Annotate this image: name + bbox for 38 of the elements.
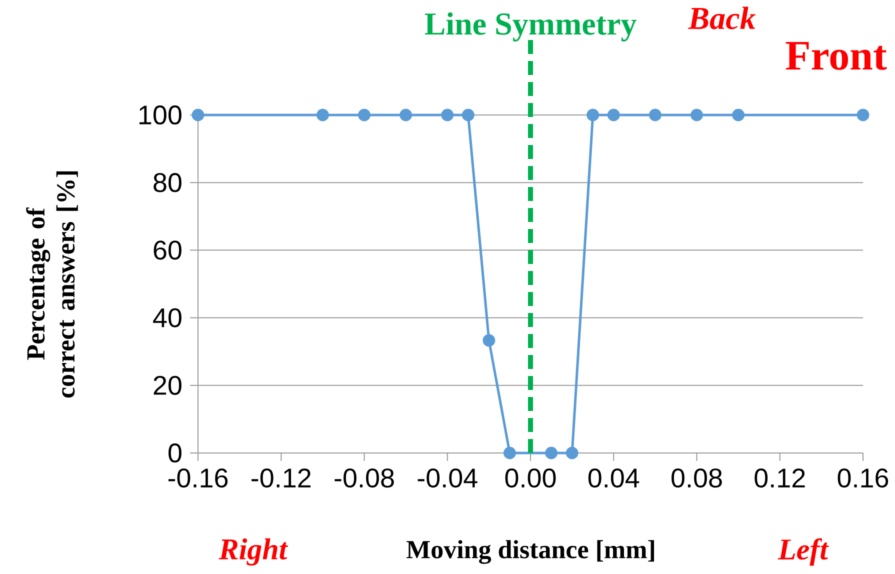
x-tick-label: -0.04 bbox=[418, 468, 478, 488]
point bbox=[566, 446, 578, 460]
x-axis-title: Moving distance [mm] bbox=[406, 540, 654, 564]
point bbox=[400, 108, 412, 122]
point bbox=[503, 446, 516, 460]
x-tick-label: 0.08 bbox=[672, 468, 722, 488]
y-tick-label: 60 bbox=[154, 240, 182, 260]
y-tick-label: 20 bbox=[154, 376, 182, 395]
point bbox=[856, 108, 870, 122]
point bbox=[586, 108, 600, 122]
x-tick-label: -0.08 bbox=[334, 468, 394, 488]
point bbox=[441, 108, 454, 122]
point bbox=[358, 108, 371, 122]
y-tick-label: 80 bbox=[154, 173, 182, 192]
point bbox=[192, 108, 204, 122]
ref-line-label: Line Symmetry bbox=[424, 12, 636, 42]
y-tick-label: 0 bbox=[168, 443, 182, 463]
point bbox=[316, 108, 329, 122]
text: Front bbox=[786, 42, 887, 70]
y-axis-title: Percentage of correct answers [%] bbox=[26, 171, 78, 398]
x-tick-label: -0.12 bbox=[252, 468, 311, 488]
x-tick-label: 0.12 bbox=[754, 468, 805, 488]
point bbox=[607, 108, 620, 122]
point bbox=[648, 108, 662, 122]
text: Left bbox=[778, 538, 829, 566]
x-tick-label: 0.16 bbox=[838, 468, 888, 488]
text: Back bbox=[688, 6, 756, 30]
text: Right bbox=[218, 538, 288, 566]
x-tick-label: -0.16 bbox=[168, 468, 228, 488]
x-tick-label: 0.00 bbox=[505, 468, 556, 488]
point bbox=[462, 108, 474, 122]
y-tick-label: 100 bbox=[140, 105, 182, 125]
point bbox=[545, 446, 558, 460]
point bbox=[482, 334, 496, 347]
x-tick-label: 0.04 bbox=[588, 468, 640, 488]
point bbox=[690, 108, 704, 122]
point bbox=[732, 108, 745, 122]
y-tick-label: 40 bbox=[153, 308, 182, 328]
